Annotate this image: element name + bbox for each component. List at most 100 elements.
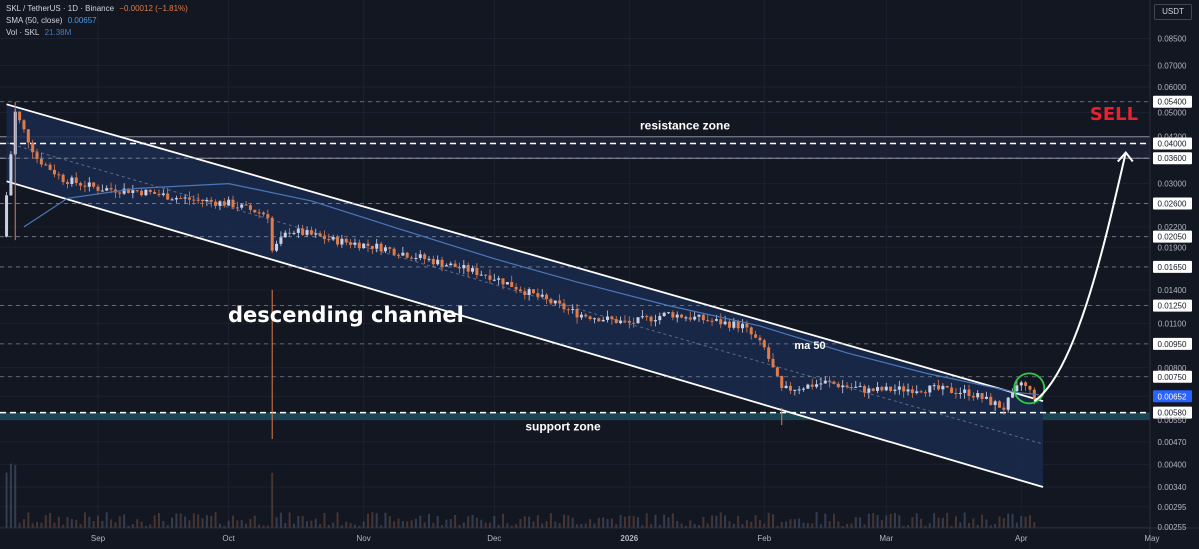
candle-body [322, 236, 326, 240]
candle-body [475, 268, 479, 276]
candle-body [684, 317, 688, 319]
candle-body [170, 199, 174, 201]
volume-bar [149, 524, 152, 528]
candle-body [862, 386, 866, 393]
volume-bar [166, 525, 169, 528]
candle-body [105, 188, 109, 191]
candle-body [161, 193, 165, 195]
volume-bar [580, 523, 583, 528]
currency-button[interactable]: USDT [1154, 4, 1192, 20]
candle-body [945, 385, 949, 388]
level-price-tag [1153, 152, 1192, 165]
volume-bar [510, 525, 513, 528]
candle-body [632, 322, 636, 324]
volume-bar [545, 521, 548, 528]
candle-body [318, 233, 322, 237]
candle-body [410, 257, 414, 259]
level-price-tag [1153, 230, 1192, 243]
volume-bar [737, 516, 740, 528]
candle-body [166, 193, 170, 200]
volume-bar [1024, 516, 1027, 528]
candle-body [96, 186, 100, 191]
candle-body [963, 389, 967, 393]
candle-body [893, 389, 897, 391]
candle-body [327, 239, 331, 241]
volume-bar [279, 512, 282, 528]
candle-body [484, 274, 488, 276]
candle-body [871, 388, 875, 391]
candle-body [619, 320, 623, 324]
y-tick-label: 0.00255 [1158, 523, 1187, 532]
candle-body [993, 401, 997, 405]
candle-body [135, 190, 139, 192]
candle-body [741, 323, 745, 329]
candle-body [536, 293, 540, 297]
price-change: −0.00012 (−1.81%) [119, 4, 188, 13]
volume-bar [218, 523, 221, 528]
candle-body [532, 289, 535, 294]
candle-body [22, 120, 26, 130]
candle-body [958, 392, 962, 395]
candle-body [505, 282, 509, 285]
level-price-tag [1153, 406, 1192, 419]
candle-body [57, 174, 61, 176]
level-price-tag [1153, 370, 1192, 383]
candle-body [257, 212, 261, 214]
candle-body [828, 380, 832, 382]
volume-bar [79, 524, 82, 528]
volume-bar [271, 472, 274, 528]
volume-bar [201, 518, 204, 528]
volume-bar [75, 519, 78, 528]
candle-body [344, 238, 348, 243]
candle-body [5, 195, 9, 237]
volume-bar [898, 515, 901, 528]
candles [5, 101, 1036, 439]
y-tick-label: 0.01900 [1158, 243, 1187, 252]
candle-body [854, 386, 858, 388]
volume-bar [711, 515, 714, 528]
candle-body [235, 207, 239, 209]
candle-body [1015, 385, 1019, 392]
candle-body [479, 274, 483, 276]
volume-bar [497, 524, 500, 528]
volume-bar [136, 519, 139, 528]
volume-bar [772, 514, 775, 528]
candle-body [423, 254, 427, 260]
candle-body [283, 232, 287, 238]
candle-body [562, 303, 566, 310]
resistance-zone-label: resistance zone [640, 118, 730, 132]
candle-body [923, 392, 927, 394]
volume-bar [593, 523, 596, 528]
candle-body [1002, 407, 1006, 410]
candle-body [440, 259, 444, 267]
volume-bar [9, 463, 12, 528]
candle-body [340, 238, 344, 245]
candle-body [845, 385, 849, 388]
candle-body [179, 198, 183, 200]
volume-bar [140, 521, 143, 528]
candle-body [153, 191, 157, 194]
header-line-symbol: SKL / TetherUS · 1D · Binance −0.00012 (… [6, 4, 191, 14]
candle-body [31, 142, 35, 153]
candle-body [48, 164, 52, 170]
candle-body [35, 152, 39, 159]
volume-bar [92, 520, 95, 528]
volume-bar [319, 524, 322, 528]
volume-bar [937, 517, 940, 528]
y-tick-label: 0.05000 [1158, 108, 1187, 117]
volume-bar [576, 524, 579, 528]
candle-body [1028, 385, 1032, 390]
candle-body [997, 401, 1001, 408]
volume-bar [981, 514, 984, 528]
volume-bar [832, 513, 835, 528]
volume-bar [562, 514, 565, 528]
header-line-volume: Vol · SKL 21.38M [6, 28, 74, 38]
volume-bar [153, 515, 156, 528]
candle-body [745, 323, 749, 328]
volume-bar [475, 517, 478, 528]
candle-body [640, 316, 644, 318]
candle-body [497, 278, 501, 280]
volume-bar [214, 512, 217, 528]
volume-bar [184, 516, 187, 528]
